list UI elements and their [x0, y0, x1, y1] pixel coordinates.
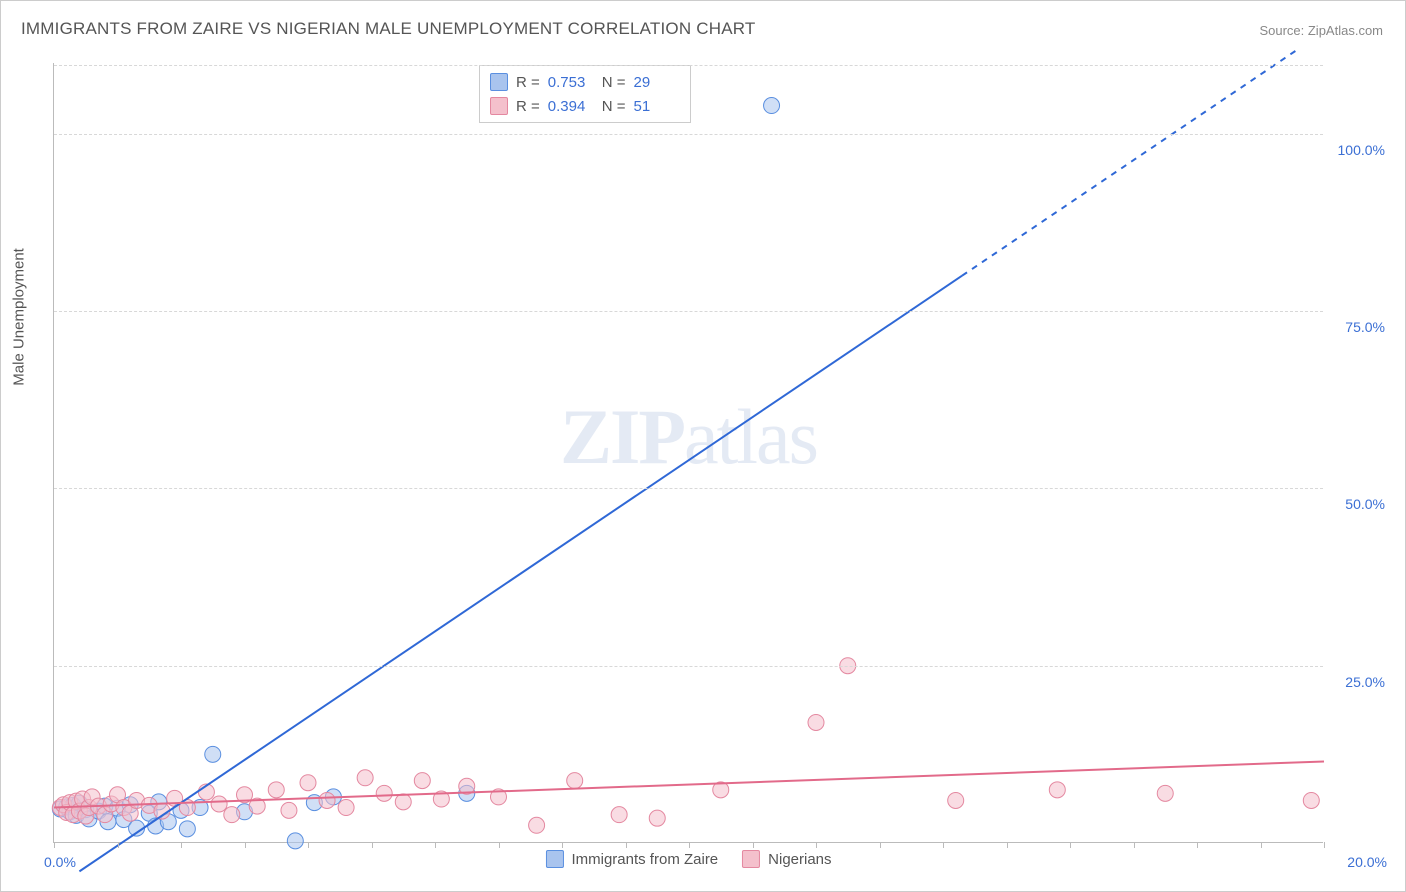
gridline — [54, 488, 1323, 489]
gridline — [54, 666, 1323, 667]
scatter-point — [611, 807, 627, 823]
x-tick-max: 20.0% — [1347, 854, 1387, 870]
scatter-point — [649, 810, 665, 826]
x-tick-min: 0.0% — [44, 854, 76, 870]
x-tick-mark — [1070, 842, 1071, 848]
scatter-point — [395, 794, 411, 810]
x-tick-mark — [816, 842, 817, 848]
gridline — [54, 65, 1323, 66]
scatter-point — [376, 785, 392, 801]
scatter-point — [211, 796, 227, 812]
scatter-point — [357, 770, 373, 786]
x-tick-mark — [880, 842, 881, 848]
scatter-point — [1157, 785, 1173, 801]
x-tick-mark — [1007, 842, 1008, 848]
chart-container: IMMIGRANTS FROM ZAIRE VS NIGERIAN MALE U… — [0, 0, 1406, 892]
legend-label-nigerians: Nigerians — [768, 851, 831, 868]
scatter-point — [764, 98, 780, 114]
scatter-point — [224, 807, 240, 823]
scatter-point — [268, 782, 284, 798]
scatter-point — [529, 817, 545, 833]
scatter-point — [1303, 792, 1319, 808]
source-attribution: Source: ZipAtlas.com — [1259, 23, 1383, 38]
scatter-point — [567, 773, 583, 789]
legend-item-nigerians: Nigerians — [742, 850, 831, 868]
x-tick-mark — [435, 842, 436, 848]
plot-svg — [54, 63, 1323, 842]
scatter-point — [948, 792, 964, 808]
plot-area: ZIPatlas R = 0.753 N = 29 R = 0.394 N = … — [53, 63, 1323, 843]
series-legend: Immigrants from Zaire Nigerians — [545, 850, 831, 868]
swatch-zaire-bottom — [545, 850, 563, 868]
y-tick-label: 25.0% — [1329, 674, 1385, 690]
y-tick-label: 100.0% — [1329, 142, 1385, 158]
x-tick-mark — [372, 842, 373, 848]
scatter-point — [319, 792, 335, 808]
regression-line — [79, 276, 962, 872]
scatter-point — [808, 714, 824, 730]
y-tick-label: 75.0% — [1329, 319, 1385, 335]
scatter-point — [338, 800, 354, 816]
gridline — [54, 311, 1323, 312]
swatch-nigerians-bottom — [742, 850, 760, 868]
x-tick-mark — [1197, 842, 1198, 848]
legend-item-zaire: Immigrants from Zaire — [545, 850, 718, 868]
regression-line-extrapolated — [962, 49, 1299, 276]
scatter-point — [281, 802, 297, 818]
x-tick-mark — [943, 842, 944, 848]
scatter-point — [287, 833, 303, 849]
scatter-point — [179, 821, 195, 837]
x-tick-mark — [626, 842, 627, 848]
x-tick-mark — [308, 842, 309, 848]
x-tick-mark — [1134, 842, 1135, 848]
x-tick-mark — [245, 842, 246, 848]
x-tick-mark — [689, 842, 690, 848]
x-tick-mark — [1324, 842, 1325, 848]
x-tick-mark — [1261, 842, 1262, 848]
legend-label-zaire: Immigrants from Zaire — [571, 851, 718, 868]
y-axis-label: Male Unemployment — [11, 248, 28, 386]
scatter-point — [1049, 782, 1065, 798]
scatter-point — [300, 775, 316, 791]
x-tick-mark — [118, 842, 119, 848]
x-tick-mark — [54, 842, 55, 848]
scatter-point — [414, 773, 430, 789]
scatter-point — [205, 746, 221, 762]
x-tick-mark — [562, 842, 563, 848]
chart-title: IMMIGRANTS FROM ZAIRE VS NIGERIAN MALE U… — [21, 19, 756, 39]
regression-line — [54, 761, 1324, 807]
x-tick-mark — [753, 842, 754, 848]
gridline — [54, 134, 1323, 135]
y-tick-label: 50.0% — [1329, 496, 1385, 512]
x-tick-mark — [181, 842, 182, 848]
x-tick-mark — [499, 842, 500, 848]
